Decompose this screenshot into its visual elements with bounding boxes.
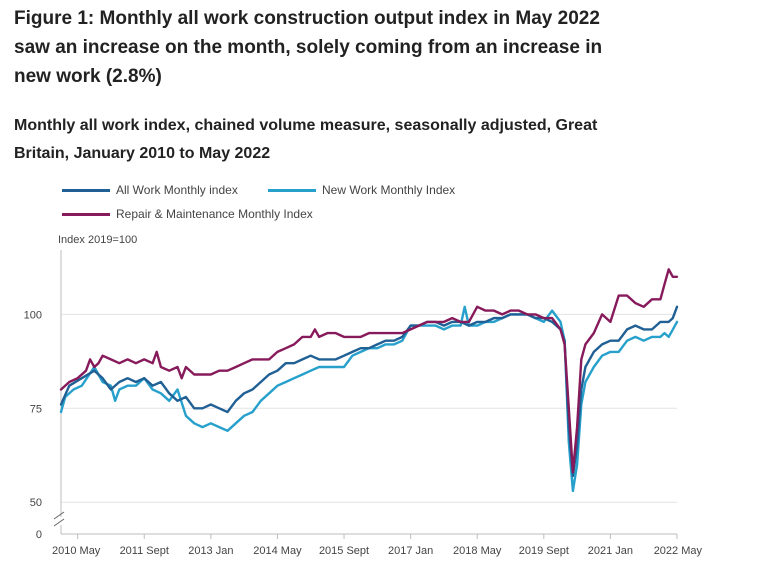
legend-label-repair-maintenance: Repair & Maintenance Monthly Index [116,207,313,221]
legend-swatch-repair-maintenance [62,212,110,216]
axes [53,250,677,535]
series-lines [59,268,679,493]
x-tick-label: 2018 May [453,545,502,557]
x-tick-label: 2022 May [654,545,703,557]
legend-label-all-work: All Work Monthly index [116,183,238,197]
legend-item-new-work: New Work Monthly Index [268,183,455,197]
gridlines [61,313,677,503]
legend-item-all-work: All Work Monthly index [62,183,238,197]
legend-item-repair-maintenance: Repair & Maintenance Monthly Index [62,207,313,221]
series-line-all-work-monthly-index [59,305,679,478]
series-line-repair-maintenance-monthly-index [59,268,679,474]
x-tick-label: 2011 Sept [120,545,169,557]
chart-subtitle: Monthly all work index, chained volume m… [14,117,598,162]
axis-break-mark-lower [53,518,65,527]
series-line-new-work-monthly-index [59,305,679,493]
legend-swatch-new-work [268,188,316,192]
x-tick-label: 2013 Jan [188,545,233,557]
y-axis-label: Index 2019=100 [58,234,138,246]
y-tick-label-100: 100 [24,309,42,321]
legend-label-new-work: New Work Monthly Index [322,183,456,197]
y-axis-ticks: 0 50 75 100 [24,309,42,541]
x-tick-label: 2017 Jan [388,545,433,557]
y-tick-label-50: 50 [30,497,42,509]
x-tick-label: 2015 Sept [319,545,369,557]
y-tick-label-0: 0 [36,529,42,541]
x-axis-ticks: 2010 May 2011 Sept 2013 Jan 2014 May 2015 Se… [52,534,702,557]
x-tick-label: 2010 May [52,545,101,557]
x-tick-label: 2019 Sept [519,545,569,557]
x-tick-label: 2021 Jan [588,545,633,557]
x-tick-label: 2014 May [253,545,302,557]
y-tick-label-75: 75 [30,403,42,415]
chart-title: Figure 1: Monthly all work construction … [14,8,603,87]
axis-break-mark-upper [53,511,65,520]
legend-swatch-all-work [62,188,110,192]
